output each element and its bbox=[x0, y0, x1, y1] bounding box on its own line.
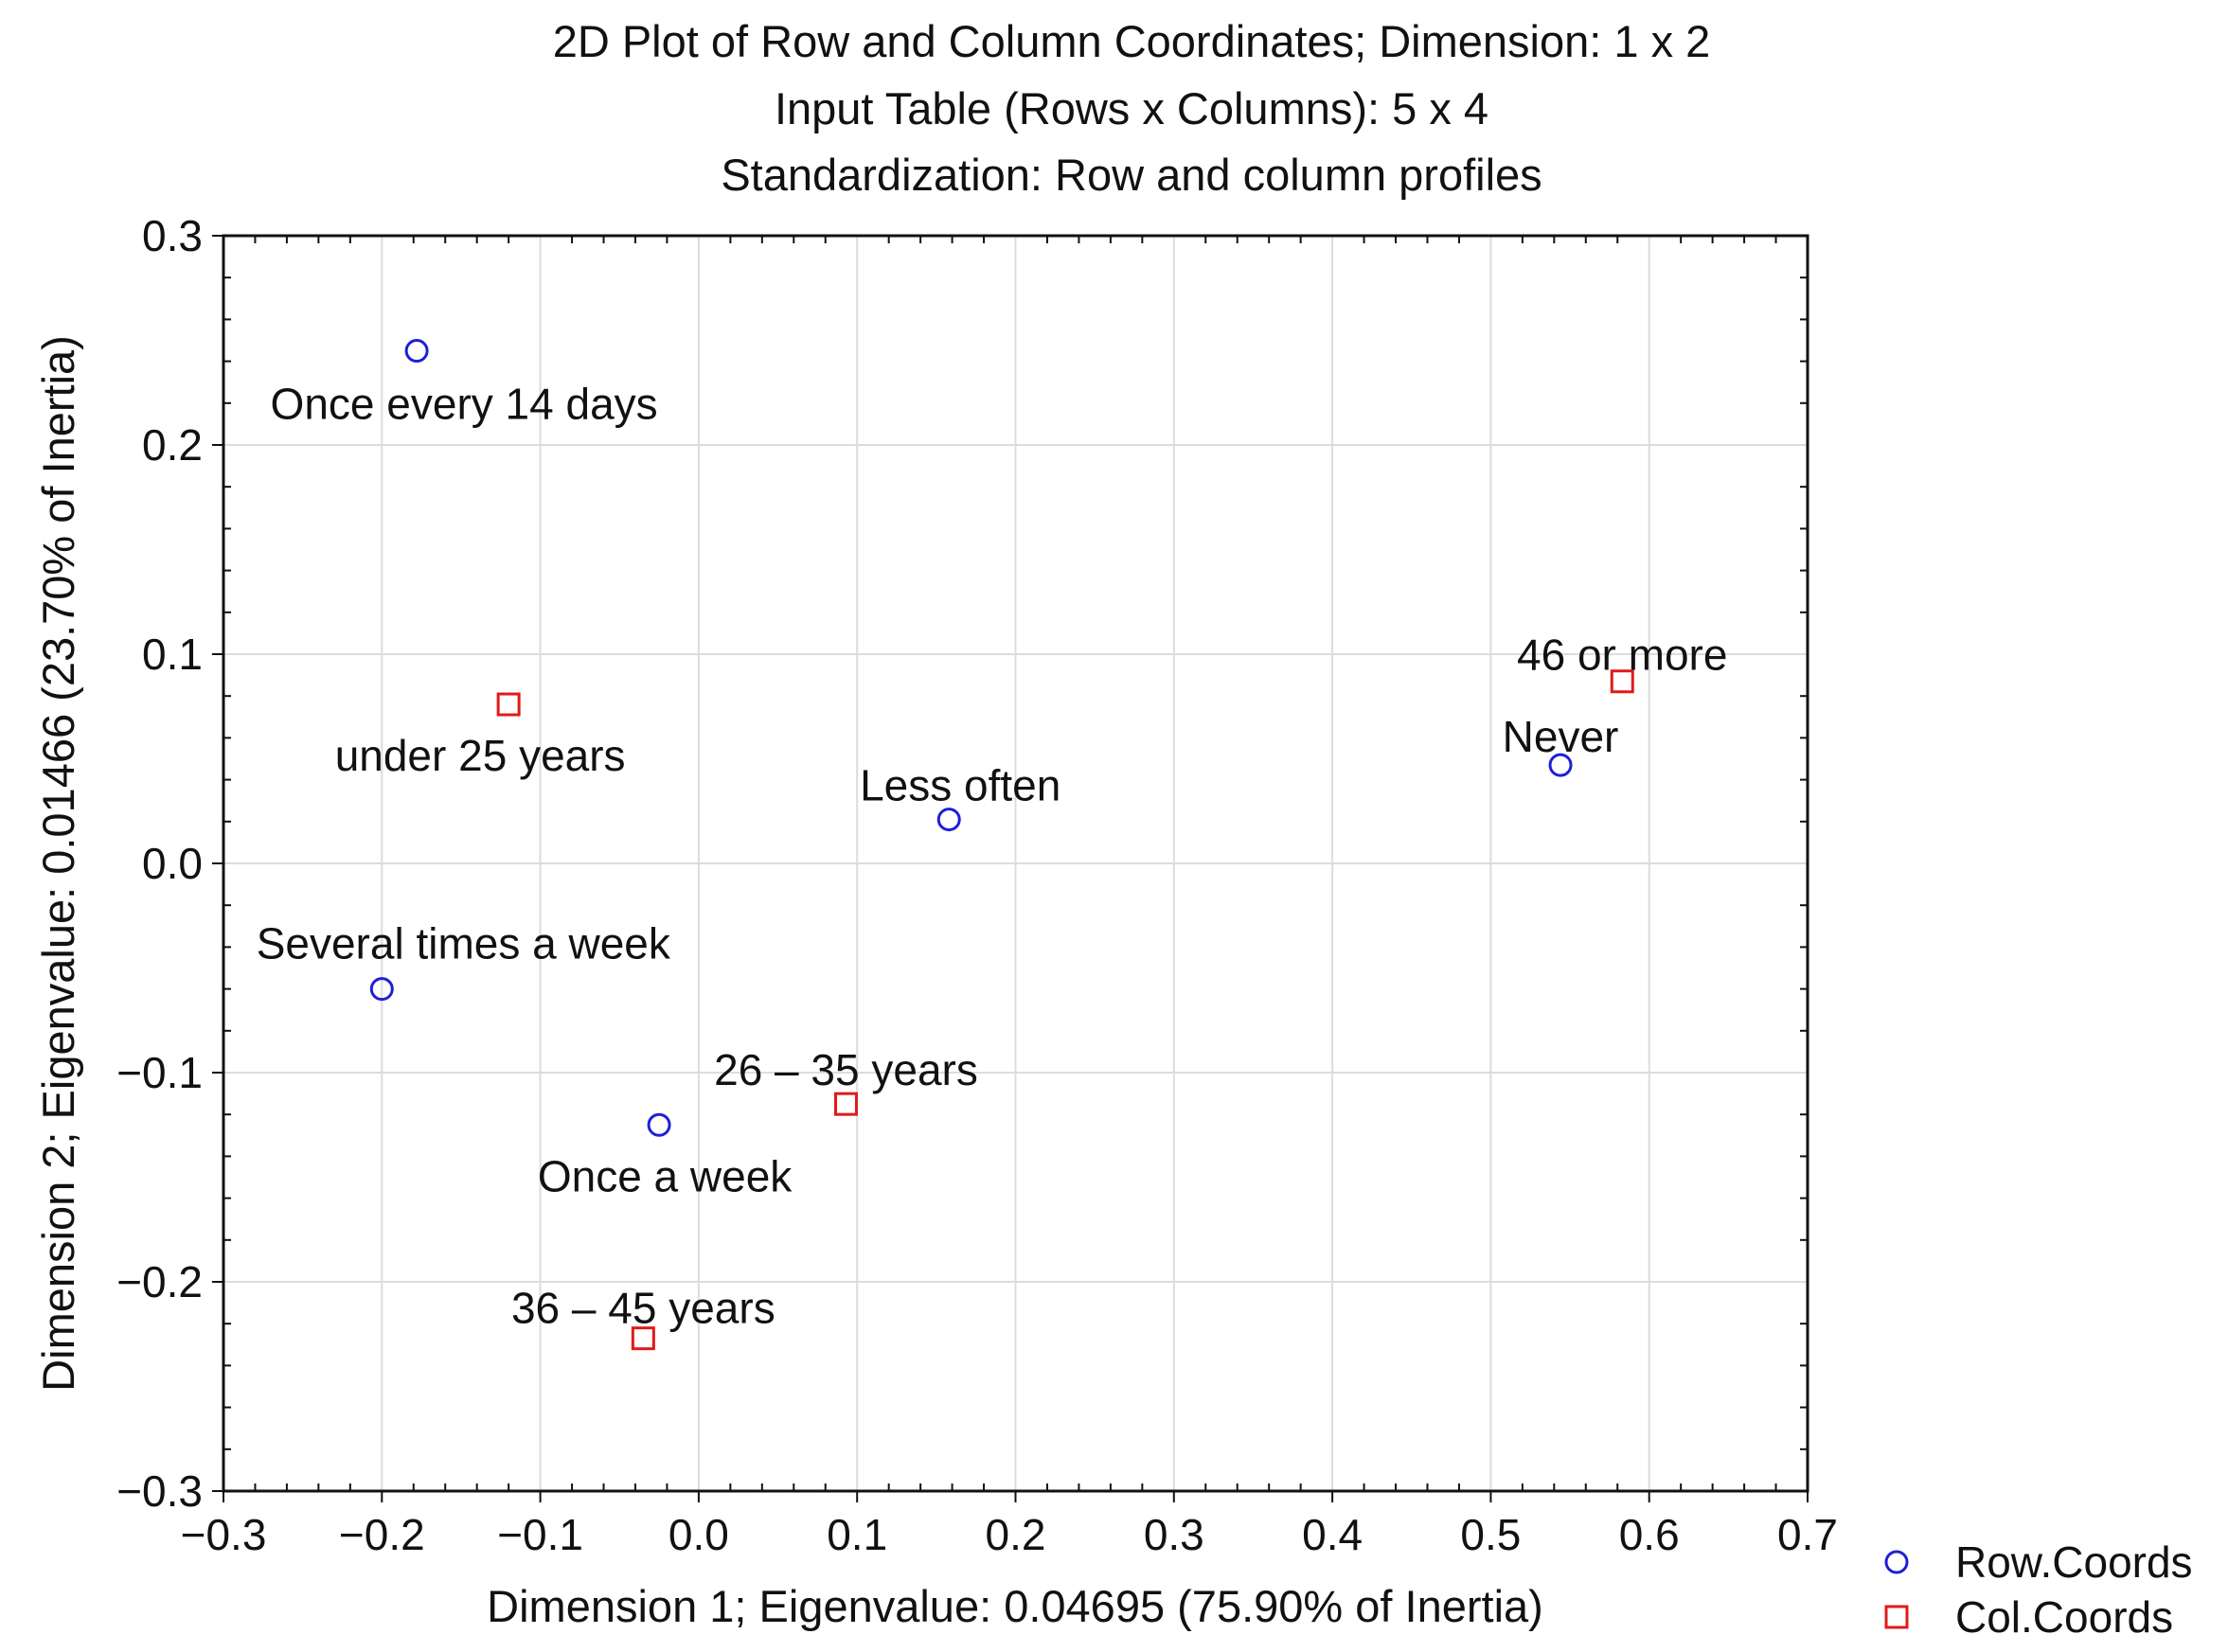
legend-row-marker bbox=[1884, 1550, 1909, 1574]
legend-col-marker bbox=[1884, 1605, 1909, 1629]
y-tick-label: −0.2 bbox=[116, 1257, 203, 1306]
col-coord-point bbox=[631, 1326, 655, 1351]
chart-title: 2D Plot of Row and Column Coordinates; D… bbox=[553, 16, 1711, 200]
point-label: 26 – 35 years bbox=[714, 1045, 978, 1094]
y-tick-labels: 0.3 0.2 0.1 0.0 −0.1 −0.2 −0.3 bbox=[116, 211, 203, 1516]
y-axis-label: Dimension 2; Eigenvalue: 0.01466 (23.70%… bbox=[33, 335, 83, 1392]
x-tick-label: 0.5 bbox=[1460, 1510, 1521, 1559]
y-tick-label: 0.1 bbox=[142, 630, 203, 679]
col-coord-point bbox=[1610, 669, 1634, 694]
point-label: Once a week bbox=[538, 1151, 793, 1200]
point-label: 46 or more bbox=[1517, 631, 1727, 680]
x-tick-label: −0.2 bbox=[339, 1510, 425, 1559]
point-label: Less often bbox=[860, 761, 1061, 810]
grid-lines bbox=[223, 236, 1808, 1491]
title-line-2: Input Table (Rows x Columns): 5 x 4 bbox=[775, 83, 1488, 133]
legend-row-label: Row.Coords bbox=[1955, 1537, 2193, 1587]
row-coord-point bbox=[369, 977, 394, 1002]
title-line-1: 2D Plot of Row and Column Coordinates; D… bbox=[553, 16, 1711, 66]
title-line-3: Standardization: Row and column profiles bbox=[721, 150, 1542, 200]
point-label: 36 – 45 years bbox=[511, 1284, 775, 1333]
point-labels: Once every 14 days Less often Never Several… bbox=[257, 380, 1728, 1333]
plot-frame bbox=[222, 234, 1809, 1493]
y-tick-label: −0.1 bbox=[116, 1048, 203, 1097]
row-coord-point bbox=[404, 339, 429, 364]
row-coord-point bbox=[1548, 753, 1573, 777]
legend: Row.Coords Col.Coords bbox=[1884, 1537, 2193, 1642]
x-tick-labels: −0.3 −0.2 −0.1 0.0 0.1 0.2 0.3 0.4 0.5 0.6 0.7 bbox=[181, 1510, 1838, 1559]
x-tick-label: 0.2 bbox=[986, 1510, 1046, 1559]
x-tick-label: 0.4 bbox=[1302, 1510, 1363, 1559]
col-coord-point bbox=[833, 1092, 858, 1116]
x-tick-label: 0.6 bbox=[1619, 1510, 1680, 1559]
x-tick-label: 0.0 bbox=[668, 1510, 729, 1559]
legend-col-label: Col.Coords bbox=[1955, 1592, 2173, 1642]
x-axis-label: Dimension 1; Eigenvalue: 0.04695 (75.90%… bbox=[487, 1581, 1543, 1631]
y-tick-label: 0.2 bbox=[142, 420, 203, 470]
point-label: Once every 14 days bbox=[271, 380, 658, 429]
point-label: Never bbox=[1503, 712, 1619, 761]
col-coord-point bbox=[496, 692, 521, 717]
x-tick-label: −0.1 bbox=[497, 1510, 583, 1559]
x-tick-label: 0.1 bbox=[827, 1510, 887, 1559]
y-tick-label: 0.0 bbox=[142, 839, 203, 888]
x-tick-label: −0.3 bbox=[181, 1510, 267, 1559]
x-tick-label: 0.3 bbox=[1144, 1510, 1204, 1559]
y-tick-label: 0.3 bbox=[142, 211, 203, 260]
row-coord-point bbox=[647, 1112, 671, 1137]
y-tick-label: −0.3 bbox=[116, 1466, 203, 1516]
point-label: Several times a week bbox=[257, 919, 671, 968]
row-coord-point bbox=[936, 808, 961, 832]
point-label: under 25 years bbox=[335, 731, 626, 780]
data-points bbox=[369, 339, 1634, 1351]
x-tick-label: 0.7 bbox=[1777, 1510, 1838, 1559]
